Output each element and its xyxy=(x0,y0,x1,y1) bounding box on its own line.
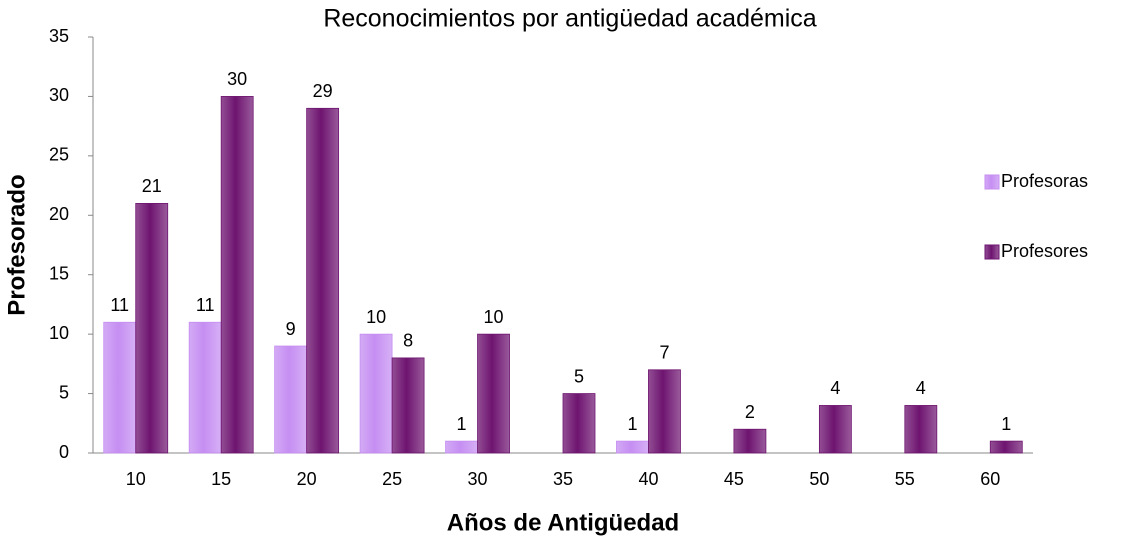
x-tick-label: 45 xyxy=(724,469,744,489)
bar xyxy=(904,405,938,454)
data-label: 8 xyxy=(403,331,413,351)
bar xyxy=(818,405,852,454)
y-tick-label: 15 xyxy=(49,263,69,283)
data-label: 4 xyxy=(830,378,840,398)
x-tick-label: 15 xyxy=(211,469,231,489)
x-tick-label: 20 xyxy=(297,469,317,489)
bar xyxy=(274,345,308,454)
y-tick-label: 0 xyxy=(59,442,69,462)
bar xyxy=(359,333,393,454)
y-tick-label: 30 xyxy=(49,85,69,105)
x-tick-label: 55 xyxy=(895,469,915,489)
data-label: 2 xyxy=(745,402,755,422)
x-tick-label: 10 xyxy=(126,469,146,489)
bar xyxy=(306,107,340,454)
bar xyxy=(135,202,169,454)
x-tick-label: 60 xyxy=(980,469,1000,489)
bar xyxy=(188,321,222,454)
bar xyxy=(989,440,1023,454)
data-label: 1 xyxy=(1001,414,1011,434)
data-label: 5 xyxy=(574,366,584,386)
bar xyxy=(391,357,425,454)
y-tick-label: 25 xyxy=(49,145,69,165)
legend-swatch xyxy=(984,244,1000,260)
bar xyxy=(616,440,649,454)
data-label: 11 xyxy=(196,295,215,315)
bar xyxy=(562,393,596,454)
bar xyxy=(103,321,137,454)
y-tick-label: 20 xyxy=(49,204,69,224)
data-label: 10 xyxy=(366,307,386,327)
bar xyxy=(648,369,681,454)
bar xyxy=(445,440,478,454)
legend-label: Profesores xyxy=(1001,241,1088,261)
bar xyxy=(477,333,510,454)
x-axis-label: Años de Antigüedad xyxy=(447,509,679,536)
data-label: 1 xyxy=(457,414,467,434)
data-label: 9 xyxy=(286,319,296,339)
x-tick-label: 50 xyxy=(809,469,829,489)
legend-swatch xyxy=(984,174,1000,190)
x-tick-label: 30 xyxy=(468,469,488,489)
data-label: 1 xyxy=(627,414,637,434)
data-label: 30 xyxy=(227,69,247,89)
y-axis-label: Profesorado xyxy=(3,174,30,315)
data-label: 7 xyxy=(659,343,669,363)
x-tick-label: 35 xyxy=(553,469,573,489)
chart-title: Reconocimientos por antigüedad académica xyxy=(323,5,816,33)
x-tick-label: 25 xyxy=(382,469,402,489)
bar xyxy=(733,428,767,454)
data-label: 11 xyxy=(110,295,129,315)
data-label: 10 xyxy=(484,307,504,327)
data-label: 21 xyxy=(142,176,162,196)
y-tick-label: 10 xyxy=(49,323,69,343)
legend-label: Profesoras xyxy=(1001,171,1088,191)
x-tick-label: 40 xyxy=(638,469,658,489)
y-tick-label: 5 xyxy=(59,382,69,402)
data-label: 4 xyxy=(916,378,926,398)
y-tick-label: 35 xyxy=(49,26,69,46)
data-label: 29 xyxy=(313,81,333,101)
bar xyxy=(220,96,254,454)
